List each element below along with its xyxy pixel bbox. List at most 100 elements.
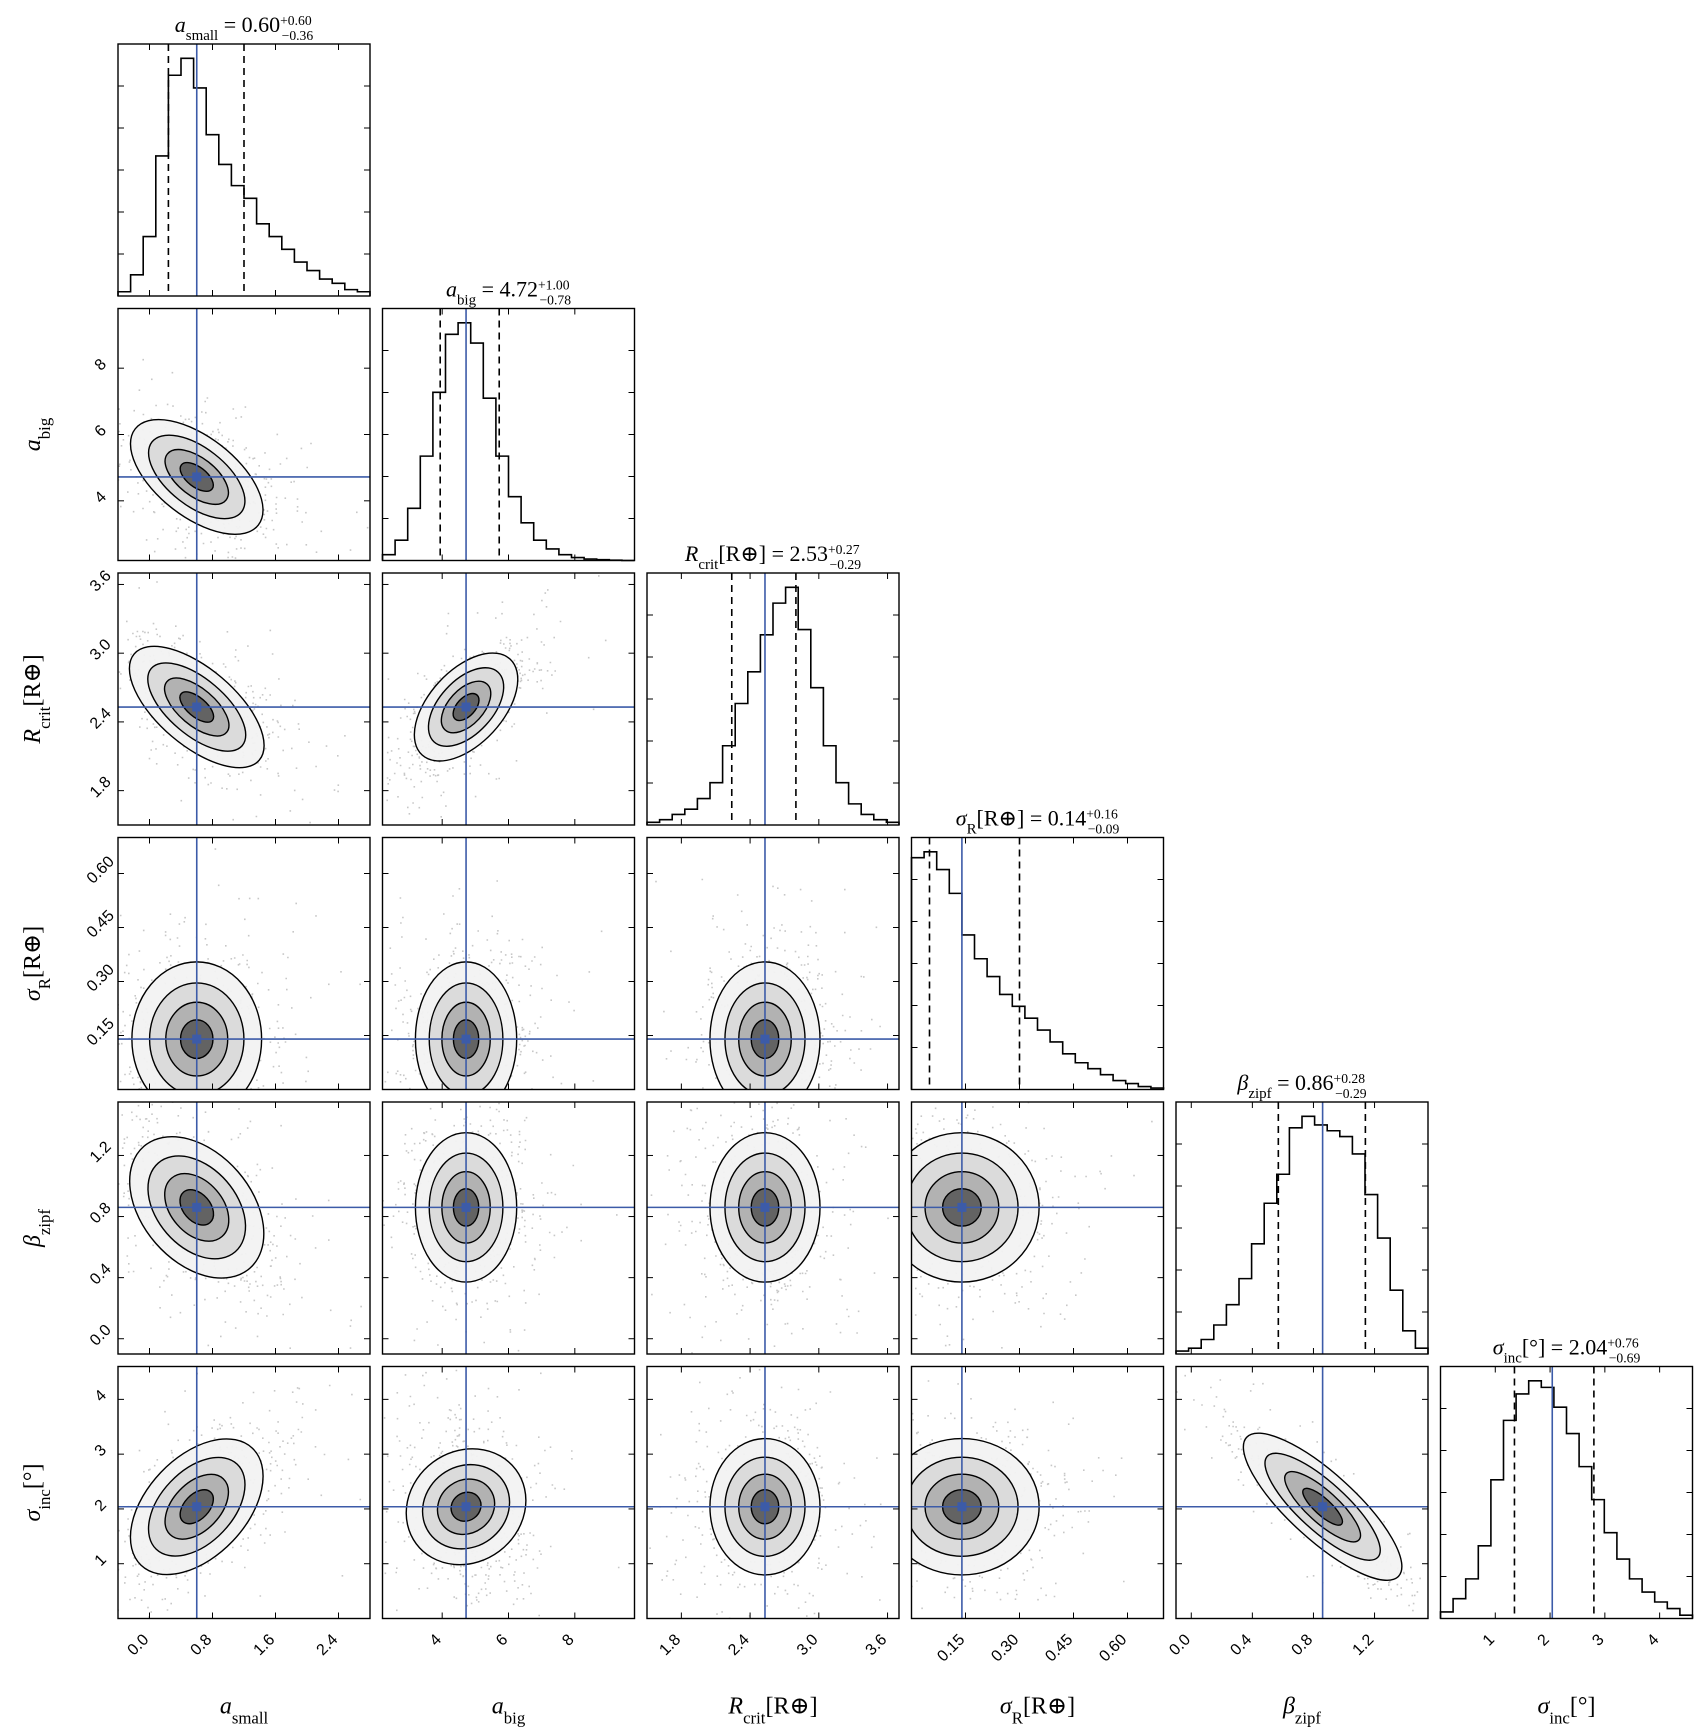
y-axis-label-sigma_R: σR[R⊕] [20, 926, 54, 1001]
x-axis-label-a_big: abig [492, 1694, 526, 1728]
scatter-panel-a_big-vs-a_small [117, 307, 371, 562]
panel-frame [117, 836, 371, 1091]
panel-frame [117, 1101, 371, 1355]
panel-frame [910, 1101, 1165, 1355]
y-axis-label-beta_zipf: βzipf [20, 1209, 54, 1248]
histogram-title-sigma_R: σR[R⊕] = 0.14+0.16 −0.09 [956, 806, 1120, 838]
label-subscript: R [35, 977, 54, 989]
panel-frame [117, 572, 371, 826]
svg-text:Rcrit[R⊕]: Rcrit[R⊕] [727, 1694, 817, 1728]
median-marker [192, 1202, 202, 1212]
x-axis-label-R_crit: Rcrit[R⊕] [727, 1694, 817, 1728]
label-subscript: zipf [35, 1209, 54, 1236]
x-tick-label: 2.4 [725, 1631, 753, 1659]
panel-frame [117, 1365, 371, 1620]
label-symbol: a [20, 439, 46, 451]
y-tick-label: 0.45 [84, 907, 118, 941]
label-suffix: [R⊕] [20, 654, 46, 706]
x-tick-label: 0.0 [125, 1631, 153, 1659]
label-subscript: crit [35, 706, 54, 729]
x-tick-label: 0.45 [1042, 1631, 1076, 1665]
label-symbol: σ [20, 1508, 46, 1521]
label-subscript: R [1012, 1708, 1024, 1727]
x-tick-label: 2 [1535, 1631, 1553, 1649]
label-subscript: small [232, 1708, 269, 1727]
svg-text:σinc[°]: σinc[°] [20, 1464, 54, 1522]
histogram-panel-beta_zipf: βzipf = 0.86+0.28 −0.29 [1175, 1070, 1429, 1355]
y-tick-label: 0.4 [87, 1261, 115, 1289]
panel-frame [1439, 1365, 1694, 1620]
label-symbol: R [727, 1694, 743, 1720]
histogram-step [910, 850, 1165, 1090]
x-tick-label: 8 [559, 1631, 577, 1649]
y-tick-label: 6 [92, 422, 110, 440]
x-axis-label-a_small: asmall [220, 1694, 269, 1728]
scatter-panel-beta_zipf-vs-sigma_R [910, 1101, 1165, 1355]
panel-frame [910, 1365, 1165, 1620]
scatter-panel-sigma_R-vs-a_big [381, 836, 636, 1091]
svg-text:σinc[°]: σinc[°] [1538, 1694, 1596, 1728]
y-tick-label: 3 [92, 1442, 110, 1460]
scatter-panel-sigma_inc-vs-R_crit [646, 1365, 900, 1620]
label-symbol: a [492, 1694, 504, 1720]
y-tick-label: 2 [92, 1497, 110, 1515]
median-marker [192, 1034, 202, 1044]
y-tick-label: 3.6 [87, 567, 115, 595]
label-subscript: big [504, 1708, 526, 1727]
label-symbol: R [20, 729, 46, 745]
y-axis-label-R_crit: Rcrit[R⊕] [20, 654, 54, 744]
label-suffix: [R⊕] [20, 926, 46, 978]
label-suffix: [°] [1570, 1694, 1596, 1720]
histogram-step [1439, 1379, 1694, 1619]
svg-text:σR[R⊕]: σR[R⊕] [20, 926, 54, 1001]
x-tick-label: 1.2 [1350, 1631, 1378, 1659]
median-marker [192, 1502, 202, 1512]
median-marker [1318, 1502, 1328, 1512]
svg-text:Rcrit[R⊕]: Rcrit[R⊕] [20, 654, 54, 744]
y-tick-label: 1.8 [87, 774, 115, 802]
panel-frame [646, 1101, 900, 1355]
median-marker [192, 472, 202, 482]
label-subscript: inc [1549, 1708, 1570, 1727]
y-tick-label: 4 [92, 488, 110, 506]
x-tick-label: 0.8 [1289, 1631, 1317, 1659]
y-tick-label: 1.2 [87, 1138, 115, 1166]
y-axis-label-sigma_inc: σinc[°] [20, 1464, 54, 1522]
x-tick-label: 0.30 [988, 1631, 1022, 1665]
median-marker [957, 1502, 967, 1512]
x-tick-label: 6 [493, 1631, 511, 1649]
median-marker [192, 702, 202, 712]
y-tick-label: 4 [92, 1387, 110, 1405]
histogram-step [646, 586, 900, 825]
label-subscript: inc [35, 1489, 54, 1510]
svg-text:σR[R⊕]: σR[R⊕] [1000, 1694, 1075, 1728]
histogram-title-a_small: asmall = 0.60+0.60 −0.36 [175, 12, 314, 44]
x-tick-label: 0.4 [1227, 1631, 1255, 1659]
x-tick-label: 3 [1589, 1631, 1607, 1649]
median-marker [461, 702, 471, 712]
label-subscript: big [35, 417, 54, 439]
label-symbol: β [1282, 1694, 1295, 1720]
histogram-step [381, 321, 635, 562]
median-marker [461, 1202, 471, 1212]
scatter-panel-sigma_inc-vs-a_small [117, 1365, 371, 1620]
x-axis-label-sigma_inc: σinc[°] [1538, 1694, 1596, 1728]
label-symbol: σ [1538, 1694, 1551, 1720]
median-marker [760, 1502, 770, 1512]
svg-text:βzipf: βzipf [1282, 1694, 1321, 1728]
y-tick-label: 8 [92, 356, 110, 374]
median-marker [760, 1202, 770, 1212]
scatter-panel-R_crit-vs-a_big [381, 572, 636, 826]
y-tick-label: 0.0 [87, 1322, 115, 1350]
histogram-title-a_big: abig = 4.72+1.00 −0.78 [446, 277, 571, 309]
x-tick-label: 1 [1480, 1631, 1498, 1649]
scatter-panel-sigma_R-vs-R_crit [646, 836, 900, 1091]
panel-frame [381, 307, 636, 562]
y-tick-label: 0.30 [84, 961, 118, 995]
x-tick-label: 0.0 [1166, 1631, 1194, 1659]
x-axis-label-beta_zipf: βzipf [1282, 1694, 1321, 1728]
x-tick-label: 0.8 [188, 1631, 216, 1659]
x-tick-label: 1.8 [656, 1631, 684, 1659]
x-tick-label: 4 [1644, 1631, 1662, 1649]
label-suffix: [°] [20, 1464, 46, 1490]
